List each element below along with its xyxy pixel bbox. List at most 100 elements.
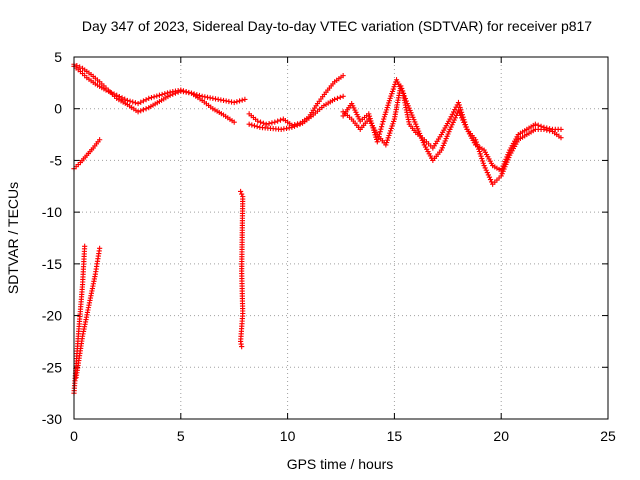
data-point — [462, 122, 468, 128]
data-point — [381, 114, 388, 120]
data-point — [503, 156, 509, 162]
data-point — [231, 119, 237, 125]
data-point — [504, 154, 510, 160]
data-point — [443, 135, 449, 142]
data-point — [444, 133, 450, 139]
data-point — [162, 91, 168, 97]
data-point — [457, 104, 463, 110]
data-point — [418, 135, 425, 141]
y-tick-label: 0 — [54, 101, 62, 117]
data-point — [411, 117, 417, 123]
data-point — [448, 124, 454, 130]
data-point — [477, 151, 483, 157]
data-point — [289, 124, 295, 130]
y-axis-label: SDTVAR / TECUs — [5, 182, 21, 294]
data-point — [135, 100, 141, 107]
data-point — [416, 130, 423, 137]
data-point — [478, 153, 484, 159]
data-point — [445, 131, 451, 137]
data-point — [239, 191, 245, 197]
data-point — [544, 125, 550, 131]
data-point — [447, 126, 453, 132]
data-point — [420, 140, 426, 146]
data-point — [547, 126, 553, 132]
data-point — [387, 130, 393, 136]
data-point — [138, 99, 144, 105]
data-point — [399, 85, 405, 92]
data-point — [506, 149, 512, 155]
data-point — [143, 97, 149, 103]
data-point — [498, 173, 504, 179]
data-point — [402, 95, 408, 102]
data-point — [499, 165, 505, 172]
data-point — [400, 88, 406, 94]
data-point — [404, 100, 410, 107]
data-point — [390, 86, 396, 92]
data-point — [277, 117, 284, 123]
data-point — [384, 139, 390, 146]
series-mid-cluster — [238, 188, 246, 350]
data-point — [257, 119, 264, 125]
data-point — [266, 120, 272, 127]
data-point — [239, 97, 245, 103]
data-point — [484, 169, 490, 176]
data-point — [154, 93, 160, 99]
data-point — [505, 152, 511, 158]
data-point — [231, 99, 237, 106]
data-point — [535, 122, 541, 128]
data-point — [413, 121, 419, 127]
data-point — [405, 103, 411, 109]
data-point — [410, 114, 416, 120]
data-point — [130, 99, 136, 105]
data-point — [167, 92, 173, 98]
data-point — [388, 125, 394, 132]
data-point — [499, 171, 505, 177]
chart-title: Day 347 of 2023, Sidereal Day-to-day VTE… — [82, 18, 592, 34]
data-point — [408, 110, 414, 116]
x-tick-label: 15 — [387, 428, 403, 444]
data-point — [387, 95, 393, 101]
data-point — [485, 172, 491, 178]
data-point — [458, 112, 464, 119]
data-point — [246, 121, 252, 127]
data-point — [440, 142, 446, 149]
data-point — [380, 118, 386, 125]
data-point — [406, 105, 412, 111]
data-point — [391, 84, 397, 90]
y-tick-label: -15 — [42, 256, 62, 272]
data-point — [383, 107, 390, 113]
y-tick-label: 5 — [54, 49, 62, 65]
data-point — [135, 109, 141, 115]
x-tick-label: 20 — [493, 428, 509, 444]
data-point — [175, 89, 181, 95]
data-point — [532, 121, 538, 127]
data-point — [455, 108, 462, 114]
data-point — [558, 126, 564, 132]
axis-ticks: 0 5 10 15 20 25 5 0 -5 -10 -15 -20 -25 -30 — [42, 49, 616, 444]
data-point — [558, 135, 564, 141]
data-point — [502, 158, 508, 165]
data-point — [337, 94, 343, 100]
data-point — [501, 161, 507, 167]
x-tick-label: 25 — [600, 428, 616, 444]
data-point — [82, 243, 88, 249]
y-tick-label: -25 — [42, 359, 62, 375]
y-tick-label: -20 — [42, 308, 62, 324]
data-point — [480, 160, 486, 166]
data-point — [386, 100, 392, 106]
data-point — [260, 120, 266, 126]
data-point — [375, 136, 381, 142]
data-point — [438, 147, 444, 153]
data-point — [482, 165, 488, 171]
y-tick-label: -5 — [50, 152, 63, 168]
data-point — [170, 91, 176, 97]
data-point — [97, 137, 103, 143]
data-point — [487, 176, 494, 183]
data-point — [340, 93, 346, 99]
data-point — [456, 110, 463, 116]
data-point — [415, 126, 421, 132]
data-point — [389, 88, 396, 94]
data-point — [387, 128, 394, 134]
plot-frame — [73, 56, 609, 420]
